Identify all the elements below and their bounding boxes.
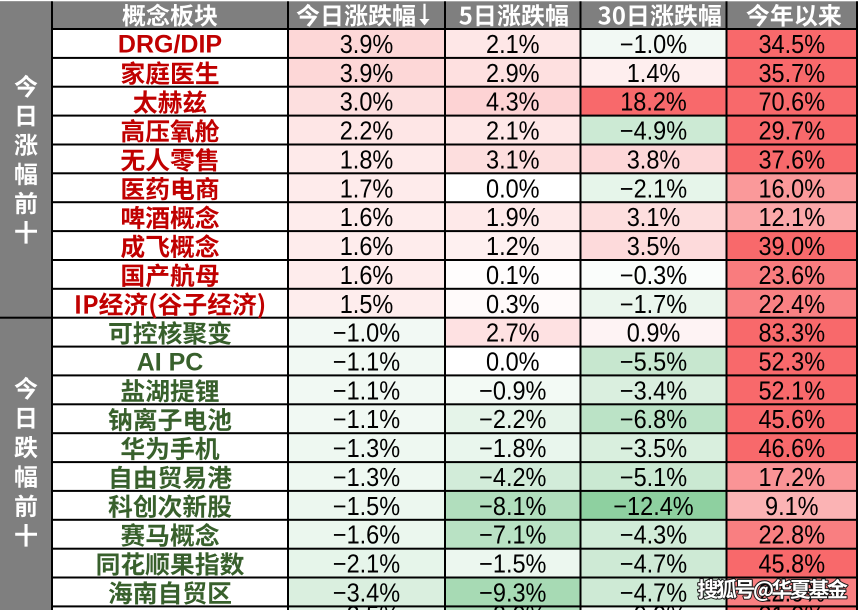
svg-text:35.7%: 35.7% xyxy=(758,60,825,88)
svg-text:1.4%: 1.4% xyxy=(627,60,681,88)
svg-text:−1.8%: −1.8% xyxy=(479,435,546,463)
svg-text:−2.1%: −2.1% xyxy=(620,175,687,203)
svg-text:−6.8%: −6.8% xyxy=(620,406,687,434)
svg-text:−9.3%: −9.3% xyxy=(479,580,546,608)
svg-text:29.7%: 29.7% xyxy=(758,118,825,146)
svg-text:9.1%: 9.1% xyxy=(765,493,819,521)
svg-text:−1.7%: −1.7% xyxy=(620,291,687,319)
svg-text:70.6%: 70.6% xyxy=(758,89,825,117)
svg-text:0.0%: 0.0% xyxy=(486,175,540,203)
svg-text:−1.5%: −1.5% xyxy=(333,493,400,521)
svg-text:0.0%: 0.0% xyxy=(486,349,540,377)
svg-text:−4.3%: −4.3% xyxy=(620,522,687,550)
svg-text:−7.1%: −7.1% xyxy=(479,522,546,550)
svg-text:−3.5%: −3.5% xyxy=(620,435,687,463)
svg-text:−0.9%: −0.9% xyxy=(479,378,546,406)
svg-text:2.1%: 2.1% xyxy=(486,118,540,146)
svg-text:23.6%: 23.6% xyxy=(758,262,825,290)
svg-text:3.1%: 3.1% xyxy=(627,204,681,232)
svg-text:−0.3%: −0.3% xyxy=(620,262,687,290)
svg-text:−5.1%: −5.1% xyxy=(620,464,687,492)
svg-text:16.0%: 16.0% xyxy=(758,175,825,203)
svg-text:−8.0%: −8.0% xyxy=(479,602,546,610)
svg-text:3.5%: 3.5% xyxy=(627,233,681,261)
svg-text:−8.1%: −8.1% xyxy=(479,493,546,521)
svg-text:−12.4%: −12.4% xyxy=(613,493,693,521)
svg-text:−1.1%: −1.1% xyxy=(333,378,400,406)
svg-text:1.6%: 1.6% xyxy=(340,233,394,261)
svg-text:83.3%: 83.3% xyxy=(758,320,825,348)
svg-text:1.9%: 1.9% xyxy=(486,204,540,232)
svg-text:−1.0%: −1.0% xyxy=(333,320,400,348)
svg-text:DRG/DIP: DRG/DIP xyxy=(118,31,222,59)
svg-text:2.7%: 2.7% xyxy=(486,320,540,348)
svg-text:12.1%: 12.1% xyxy=(758,204,825,232)
svg-text:1.6%: 1.6% xyxy=(340,262,394,290)
svg-text:2.2%: 2.2% xyxy=(340,118,394,146)
svg-text:22.4%: 22.4% xyxy=(758,291,825,319)
svg-text:1.2%: 1.2% xyxy=(486,233,540,261)
svg-text:1.7%: 1.7% xyxy=(340,175,394,203)
svg-text:−1.6%: −1.6% xyxy=(333,522,400,550)
svg-text:−2.5%: −2.5% xyxy=(333,602,400,610)
svg-text:46.6%: 46.6% xyxy=(758,435,825,463)
svg-text:−1.3%: −1.3% xyxy=(333,435,400,463)
svg-text:1.8%: 1.8% xyxy=(340,147,394,175)
svg-text:−4.2%: −4.2% xyxy=(479,464,546,492)
svg-text:21.0%: 21.0% xyxy=(758,602,825,610)
svg-text:45.6%: 45.6% xyxy=(758,406,825,434)
svg-text:39.0%: 39.0% xyxy=(758,233,825,261)
svg-text:2.9%: 2.9% xyxy=(486,60,540,88)
svg-text:45.8%: 45.8% xyxy=(758,551,825,579)
svg-text:−1.0%: −1.0% xyxy=(620,31,687,59)
svg-text:−0.9%: −0.9% xyxy=(620,602,687,610)
svg-text:52.3%: 52.3% xyxy=(758,349,825,377)
svg-text:52.1%: 52.1% xyxy=(758,378,825,406)
svg-text:4.3%: 4.3% xyxy=(486,89,540,117)
svg-text:0.3%: 0.3% xyxy=(486,291,540,319)
svg-text:2.1%: 2.1% xyxy=(486,31,540,59)
svg-text:−4.7%: −4.7% xyxy=(620,551,687,579)
svg-text:0.1%: 0.1% xyxy=(486,262,540,290)
svg-text:3.9%: 3.9% xyxy=(340,60,394,88)
svg-text:3.9%: 3.9% xyxy=(340,31,394,59)
svg-text:−1.1%: −1.1% xyxy=(333,406,400,434)
svg-text:22.8%: 22.8% xyxy=(758,522,825,550)
svg-text:17.2%: 17.2% xyxy=(758,464,825,492)
svg-text:−3.4%: −3.4% xyxy=(620,378,687,406)
svg-text:0.9%: 0.9% xyxy=(627,320,681,348)
svg-text:−2.2%: −2.2% xyxy=(479,406,546,434)
svg-text:AI PC: AI PC xyxy=(137,348,204,376)
svg-text:−4.7%: −4.7% xyxy=(620,580,687,608)
svg-text:1.6%: 1.6% xyxy=(340,204,394,232)
svg-text:3.0%: 3.0% xyxy=(340,89,394,117)
svg-text:−4.9%: −4.9% xyxy=(620,118,687,146)
svg-text:1.5%: 1.5% xyxy=(340,291,394,319)
svg-text:−2.1%: −2.1% xyxy=(333,551,400,579)
svg-text:18.2%: 18.2% xyxy=(620,89,687,117)
svg-text:−1.5%: −1.5% xyxy=(479,551,546,579)
svg-text:3.8%: 3.8% xyxy=(627,147,681,175)
svg-text:−1.1%: −1.1% xyxy=(333,349,400,377)
svg-text:34.5%: 34.5% xyxy=(758,31,825,59)
svg-text:37.6%: 37.6% xyxy=(758,147,825,175)
svg-text:3.1%: 3.1% xyxy=(486,147,540,175)
svg-text:−3.4%: −3.4% xyxy=(333,580,400,608)
svg-text:−5.5%: −5.5% xyxy=(620,349,687,377)
svg-text:−1.3%: −1.3% xyxy=(333,464,400,492)
